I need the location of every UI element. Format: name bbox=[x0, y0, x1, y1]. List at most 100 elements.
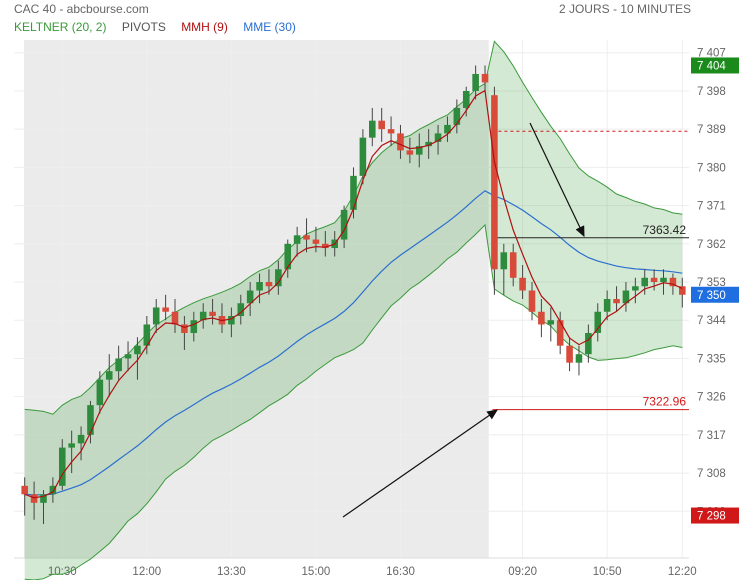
keltner-band bbox=[24, 41, 683, 580]
candle-body bbox=[444, 124, 451, 134]
candle-body bbox=[491, 95, 498, 270]
candle-body bbox=[30, 494, 38, 503]
candle-body bbox=[415, 146, 423, 155]
candle-body bbox=[312, 239, 320, 244]
candle-body bbox=[209, 311, 216, 316]
candle-body bbox=[246, 290, 254, 304]
arrow-down bbox=[529, 122, 585, 238]
candle-body bbox=[660, 277, 667, 283]
candle-body bbox=[528, 290, 536, 312]
candle-body bbox=[481, 73, 489, 83]
candle-body bbox=[500, 252, 508, 270]
candle-body bbox=[519, 277, 526, 291]
candle-body bbox=[49, 485, 57, 495]
candle-body bbox=[68, 443, 75, 448]
candle-body bbox=[228, 315, 235, 325]
candle-body bbox=[613, 299, 620, 304]
candle-body bbox=[58, 447, 66, 486]
candle-body bbox=[425, 141, 432, 147]
pivot-high-label: 7363.42 bbox=[643, 223, 687, 237]
candle-body bbox=[378, 120, 385, 130]
candle-body bbox=[256, 282, 263, 291]
candle-body bbox=[134, 345, 141, 355]
legend-pivots[interactable]: PIVOTS bbox=[121, 20, 166, 34]
candle-body bbox=[387, 129, 395, 134]
candle-body bbox=[340, 209, 348, 240]
candle-body bbox=[40, 494, 47, 503]
y-tick-label: 7 380 bbox=[697, 162, 726, 174]
y-tick-label: 7 308 bbox=[697, 468, 726, 480]
candle-body bbox=[679, 286, 686, 295]
candle-body bbox=[632, 286, 639, 291]
mme-line bbox=[24, 190, 683, 496]
candle-body bbox=[303, 235, 310, 240]
y-tick-label: 7 398 bbox=[697, 86, 726, 98]
y-tick-label: 7 335 bbox=[697, 353, 726, 365]
mmh-line bbox=[24, 89, 683, 499]
candle-body bbox=[105, 371, 113, 380]
x-tick-label: 12:00 bbox=[132, 566, 161, 578]
candle-body bbox=[566, 345, 573, 363]
candle-body bbox=[575, 354, 583, 363]
candle-body bbox=[359, 137, 367, 176]
candle-body bbox=[21, 485, 28, 495]
candle-body bbox=[650, 277, 658, 283]
legend: KELTNER (20, 2) PIVOTS MMH (9) MME (30) bbox=[14, 20, 308, 34]
price-badge-low bbox=[691, 507, 739, 524]
x-tick-label: 10:50 bbox=[593, 566, 622, 578]
y-tick-label: 7 371 bbox=[697, 201, 726, 213]
y-tick-label: 7 317 bbox=[697, 430, 726, 442]
candle-body bbox=[462, 90, 470, 108]
candle-body bbox=[181, 324, 188, 333]
candle-body bbox=[594, 311, 602, 333]
price-badge-high-label: 7 404 bbox=[697, 60, 726, 72]
candle-body bbox=[472, 73, 479, 91]
price-badge-last-label: 7 350 bbox=[697, 290, 726, 302]
candle-body bbox=[293, 235, 301, 244]
candle-body bbox=[152, 307, 160, 325]
x-tick-label: 16:30 bbox=[386, 566, 415, 578]
y-tick-label: 7 407 bbox=[697, 48, 726, 60]
candle-body bbox=[556, 320, 564, 346]
chart-title: CAC 40 - abcbourse.com bbox=[14, 2, 149, 16]
candle-body bbox=[547, 320, 555, 325]
x-tick-label: 12:20 bbox=[668, 566, 697, 578]
candle-body bbox=[406, 150, 414, 155]
candle-body bbox=[397, 133, 404, 151]
candle-body bbox=[87, 405, 94, 435]
candle-body bbox=[453, 107, 461, 125]
candle-body bbox=[265, 282, 273, 287]
candle-body bbox=[171, 311, 179, 325]
candle-body bbox=[509, 252, 517, 278]
x-tick-label: 10:30 bbox=[48, 566, 77, 578]
legend-keltner[interactable]: KELTNER (20, 2) bbox=[14, 20, 107, 34]
timeframe-label: 2 JOURS - 10 MINUTES bbox=[558, 2, 691, 16]
candle-body bbox=[143, 324, 151, 346]
candle-body bbox=[434, 133, 442, 142]
candle-body bbox=[77, 434, 85, 444]
x-tick-label: 15:00 bbox=[302, 566, 331, 578]
legend-mmh[interactable]: MMH (9) bbox=[181, 20, 228, 34]
y-tick-label: 7 362 bbox=[697, 239, 726, 251]
candle-body bbox=[275, 269, 282, 287]
candle-body bbox=[641, 277, 649, 287]
candle-body bbox=[350, 175, 357, 210]
candle-body bbox=[603, 299, 611, 312]
y-tick-label: 7 326 bbox=[697, 392, 726, 404]
candle-body bbox=[96, 379, 104, 406]
price-badge-high bbox=[691, 57, 739, 74]
candle-body bbox=[369, 120, 376, 138]
candle-body bbox=[237, 303, 245, 316]
candle-body bbox=[199, 311, 207, 321]
candle-body bbox=[538, 311, 545, 325]
candle-body bbox=[162, 307, 169, 312]
y-tick-label: 7 344 bbox=[697, 315, 726, 327]
candle-body bbox=[284, 243, 292, 270]
y-tick-label: 7 389 bbox=[697, 124, 726, 136]
arrow-up bbox=[342, 409, 498, 518]
price-badge-last bbox=[691, 286, 739, 303]
y-tick-label: 7 353 bbox=[697, 277, 726, 289]
legend-mme[interactable]: MME (30) bbox=[243, 20, 296, 34]
candle-body bbox=[322, 243, 329, 249]
